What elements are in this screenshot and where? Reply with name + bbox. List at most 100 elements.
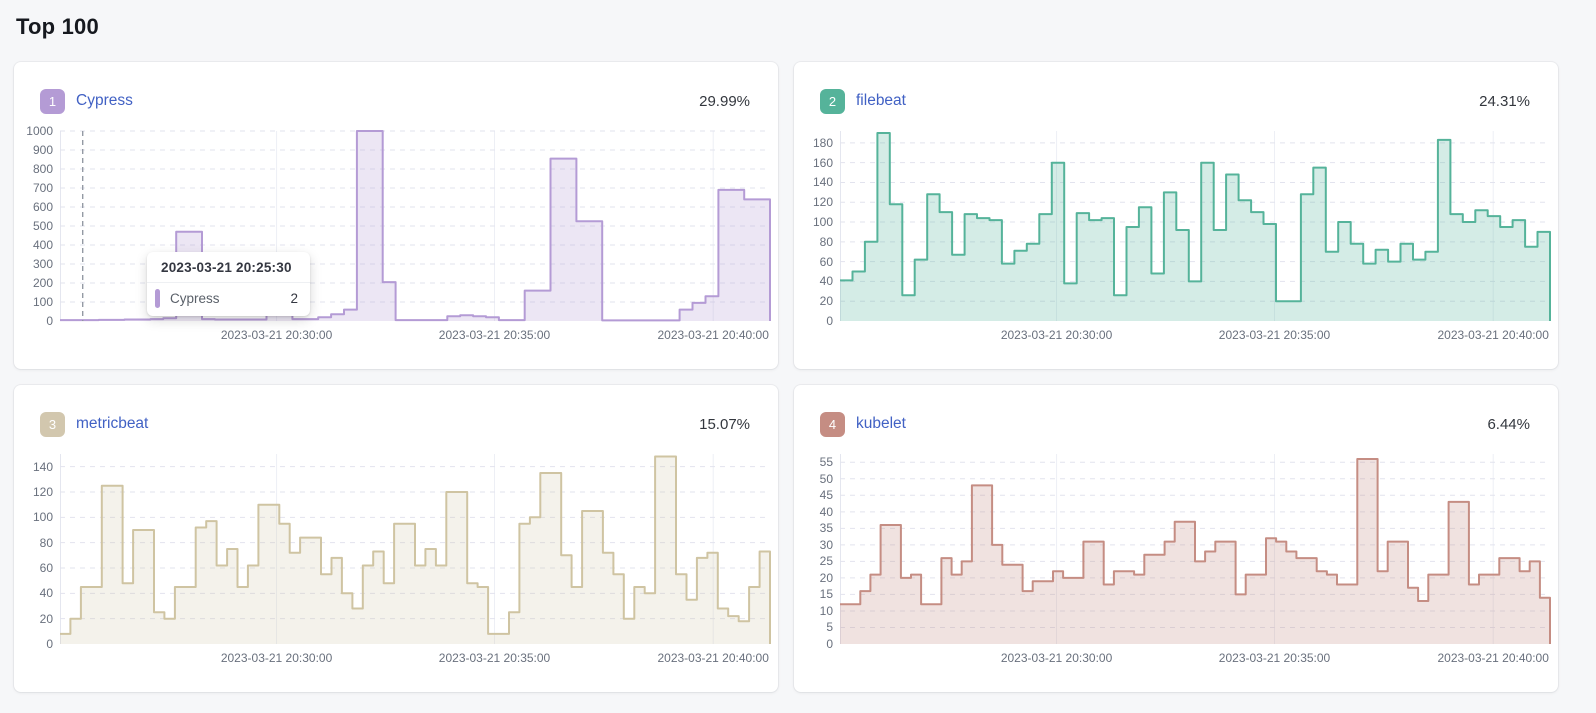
area-series-line bbox=[840, 132, 1551, 321]
series-link-kubelet[interactable]: kubelet bbox=[856, 415, 906, 432]
y-tick-label: 60 bbox=[819, 254, 833, 269]
y-tick-label: 50 bbox=[819, 471, 833, 486]
x-axis: 2023-03-21 20:30:00 2023-03-21 20:35:00 20… bbox=[840, 646, 1550, 666]
x-axis-label: 2023-03-21 20:40:00 bbox=[657, 328, 769, 342]
y-tick-label: 5 bbox=[826, 620, 833, 635]
y-tick-label: 600 bbox=[32, 200, 53, 214]
tooltip-series-chip bbox=[155, 289, 160, 308]
y-tick-label: 20 bbox=[819, 570, 833, 585]
y-tick-label: 15 bbox=[819, 587, 833, 602]
y-tick-label: 25 bbox=[819, 554, 833, 569]
y-tick-label: 500 bbox=[32, 219, 53, 233]
y-tick-label: 100 bbox=[32, 295, 53, 309]
y-tick-label: 20 bbox=[39, 611, 53, 626]
area-series-fill bbox=[60, 131, 770, 321]
y-tick-label: 0 bbox=[826, 637, 833, 651]
percent-value: 29.99% bbox=[699, 92, 750, 110]
y-tick-label: 200 bbox=[32, 276, 53, 290]
y-tick-label: 900 bbox=[32, 143, 53, 157]
x-axis-label: 2023-03-21 20:40:00 bbox=[1437, 328, 1549, 342]
series-link-metricbeat[interactable]: metricbeat bbox=[76, 415, 149, 432]
x-axis: 2023-03-21 20:30:00 2023-03-21 20:35:00 20… bbox=[840, 323, 1550, 343]
area-series-fill bbox=[840, 133, 1550, 321]
y-tick-label: 30 bbox=[819, 537, 833, 552]
card-header: 4 kubelet 6.44% bbox=[794, 385, 1558, 437]
y-tick-label: 40 bbox=[39, 586, 53, 601]
y-tick-label: 35 bbox=[819, 521, 833, 536]
plot-region[interactable] bbox=[60, 130, 771, 322]
charts-grid: 1 Cypress 29.99% 0 100 200 300 400 500 600 700 8… bbox=[14, 62, 1582, 692]
y-tick-label: 120 bbox=[32, 485, 53, 499]
card-header: 1 Cypress 29.99% bbox=[14, 62, 778, 114]
x-axis-label: 2023-03-21 20:30:00 bbox=[1000, 651, 1113, 665]
rank-badge: 1 bbox=[40, 88, 65, 114]
x-axis-label: 2023-03-21 20:35:00 bbox=[438, 651, 551, 665]
series-link-cypress[interactable]: Cypress bbox=[76, 92, 133, 109]
chart-area-metricbeat[interactable]: 0 20 40 60 80 100 120 140 2023-03-21 20:30:00 20… bbox=[14, 454, 778, 670]
y-tick-label: 160 bbox=[812, 155, 833, 170]
y-tick-label: 20 bbox=[819, 294, 833, 309]
y-axis: 0 20 40 60 80 100 120 140 160 180 bbox=[794, 131, 836, 328]
area-chart-svg bbox=[60, 130, 771, 322]
chart-card-filebeat: 2 filebeat 24.31% 0 20 40 60 80 100 120 140 160 1… bbox=[794, 62, 1558, 369]
area-chart-svg bbox=[840, 131, 1551, 321]
area-chart-svg bbox=[840, 454, 1551, 644]
x-axis-label: 2023-03-21 20:30:00 bbox=[220, 651, 333, 665]
rank-badge: 3 bbox=[40, 411, 65, 437]
x-axis-label: 2023-03-21 20:35:00 bbox=[438, 328, 551, 342]
x-axis: 2023-03-21 20:30:00 2023-03-21 20:35:00 20… bbox=[60, 646, 770, 666]
percent-value: 15.07% bbox=[699, 415, 750, 433]
x-axis-label: 2023-03-21 20:35:00 bbox=[1218, 651, 1331, 665]
y-axis: 0 5 10 15 20 25 30 35 40 45 50 55 bbox=[794, 454, 836, 651]
percent-value: 6.44% bbox=[1487, 415, 1530, 433]
plot-region[interactable] bbox=[840, 454, 1551, 644]
y-tick-label: 140 bbox=[32, 459, 53, 474]
chart-area-cypress[interactable]: 0 100 200 300 400 500 600 700 800 900 1000 2023-03… bbox=[14, 124, 778, 347]
y-tick-label: 80 bbox=[819, 234, 833, 249]
series-link-filebeat[interactable]: filebeat bbox=[856, 92, 906, 109]
chart-card-cypress: 1 Cypress 29.99% 0 100 200 300 400 500 600 700 8… bbox=[14, 62, 778, 369]
percent-value: 24.31% bbox=[1479, 92, 1530, 110]
y-tick-label: 0 bbox=[46, 314, 53, 328]
x-axis: 2023-03-21 20:30:00 2023-03-21 20:35:00 20… bbox=[60, 323, 770, 343]
area-series-line bbox=[60, 130, 771, 322]
card-header: 2 filebeat 24.31% bbox=[794, 62, 1558, 114]
x-axis-label: 2023-03-21 20:40:00 bbox=[1437, 651, 1549, 665]
y-tick-label: 1000 bbox=[26, 124, 53, 138]
y-tick-label: 700 bbox=[32, 181, 53, 195]
dashboard-page: Top 100 1 Cypress 29.99% 0 100 200 300 400 50… bbox=[14, 14, 1582, 692]
y-tick-label: 140 bbox=[812, 175, 833, 190]
y-axis: 0 20 40 60 80 100 120 140 bbox=[14, 454, 56, 651]
y-tick-label: 40 bbox=[819, 504, 833, 519]
x-axis-label: 2023-03-21 20:35:00 bbox=[1218, 328, 1331, 342]
y-tick-label: 800 bbox=[32, 162, 53, 176]
x-axis-label: 2023-03-21 20:30:00 bbox=[220, 328, 333, 342]
plot-region[interactable] bbox=[840, 131, 1551, 321]
y-tick-label: 400 bbox=[32, 238, 53, 252]
chart-area-filebeat[interactable]: 0 20 40 60 80 100 120 140 160 180 2023-03-21 20:3… bbox=[794, 131, 1558, 347]
tooltip-series-value: 2 bbox=[290, 291, 298, 306]
area-chart-svg bbox=[60, 454, 771, 644]
chart-card-kubelet: 4 kubelet 6.44% 0 5 10 15 20 25 30 35 40 45 50 55 2… bbox=[794, 385, 1558, 692]
y-tick-label: 0 bbox=[826, 314, 833, 328]
x-axis-label: 2023-03-21 20:40:00 bbox=[657, 651, 769, 665]
tooltip-series-label: Cypress bbox=[170, 291, 220, 306]
y-tick-label: 45 bbox=[819, 488, 833, 503]
chart-area-kubelet[interactable]: 0 5 10 15 20 25 30 35 40 45 50 55 2023-03-21 20:30:… bbox=[794, 454, 1558, 670]
tooltip-title: 2023-03-21 20:25:30 bbox=[147, 252, 310, 283]
chart-card-metricbeat: 3 metricbeat 15.07% 0 20 40 60 80 100 120 140 2… bbox=[14, 385, 778, 692]
y-tick-label: 100 bbox=[32, 510, 53, 525]
y-axis: 0 100 200 300 400 500 600 700 800 900 1000 bbox=[14, 124, 56, 328]
y-tick-label: 80 bbox=[39, 535, 53, 550]
y-tick-label: 10 bbox=[819, 603, 833, 618]
page-title: Top 100 bbox=[16, 14, 99, 39]
tooltip-row: Cypress 2 bbox=[147, 283, 310, 316]
y-tick-label: 100 bbox=[812, 215, 833, 230]
rank-badge: 4 bbox=[820, 411, 845, 437]
rank-badge: 2 bbox=[820, 88, 845, 114]
card-header: 3 metricbeat 15.07% bbox=[14, 385, 778, 437]
x-axis-label: 2023-03-21 20:30:00 bbox=[1000, 328, 1113, 342]
area-series-line bbox=[840, 458, 1551, 644]
y-tick-label: 0 bbox=[46, 637, 53, 651]
plot-region[interactable] bbox=[60, 454, 771, 644]
